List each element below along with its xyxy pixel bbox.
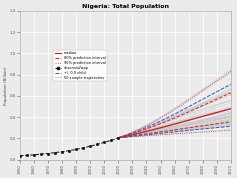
Legend: median, 80% prediction interval, 95% prediction interval, observed/wpp, +/- 0.5 : median, 80% prediction interval, 95% pre… [53, 50, 107, 81]
Title: Nigeria: Total Population: Nigeria: Total Population [82, 4, 169, 9]
Y-axis label: Population (Billion): Population (Billion) [4, 66, 8, 105]
